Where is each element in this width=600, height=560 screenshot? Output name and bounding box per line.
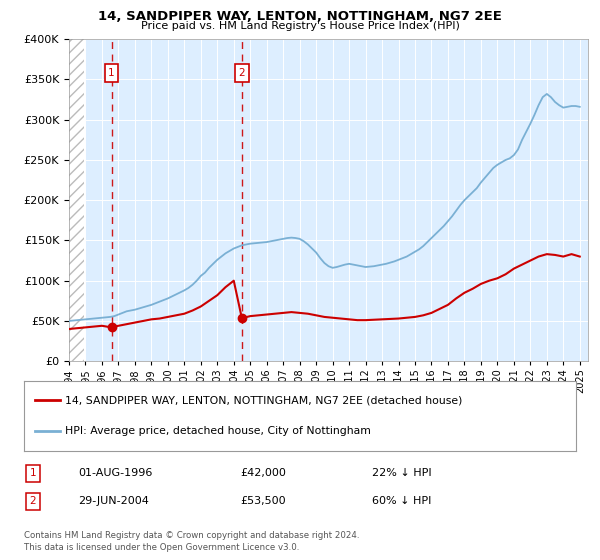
Text: HPI: Average price, detached house, City of Nottingham: HPI: Average price, detached house, City… xyxy=(65,426,371,436)
Text: 22% ↓ HPI: 22% ↓ HPI xyxy=(372,468,431,478)
Text: 14, SANDPIPER WAY, LENTON, NOTTINGHAM, NG7 2EE: 14, SANDPIPER WAY, LENTON, NOTTINGHAM, N… xyxy=(98,10,502,23)
Text: This data is licensed under the Open Government Licence v3.0.: This data is licensed under the Open Gov… xyxy=(24,543,299,552)
Text: 2: 2 xyxy=(239,68,245,78)
Text: £42,000: £42,000 xyxy=(240,468,286,478)
Text: 29-JUN-2004: 29-JUN-2004 xyxy=(78,496,149,506)
Text: 1: 1 xyxy=(29,468,37,478)
Text: 14, SANDPIPER WAY, LENTON, NOTTINGHAM, NG7 2EE (detached house): 14, SANDPIPER WAY, LENTON, NOTTINGHAM, N… xyxy=(65,395,463,405)
Text: 1: 1 xyxy=(108,68,115,78)
Bar xyxy=(69,39,84,361)
Text: 60% ↓ HPI: 60% ↓ HPI xyxy=(372,496,431,506)
Text: £53,500: £53,500 xyxy=(240,496,286,506)
Text: 01-AUG-1996: 01-AUG-1996 xyxy=(78,468,152,478)
Bar xyxy=(69,39,84,361)
Text: Price paid vs. HM Land Registry's House Price Index (HPI): Price paid vs. HM Land Registry's House … xyxy=(140,21,460,31)
Text: Contains HM Land Registry data © Crown copyright and database right 2024.: Contains HM Land Registry data © Crown c… xyxy=(24,531,359,540)
Text: 2: 2 xyxy=(29,496,37,506)
